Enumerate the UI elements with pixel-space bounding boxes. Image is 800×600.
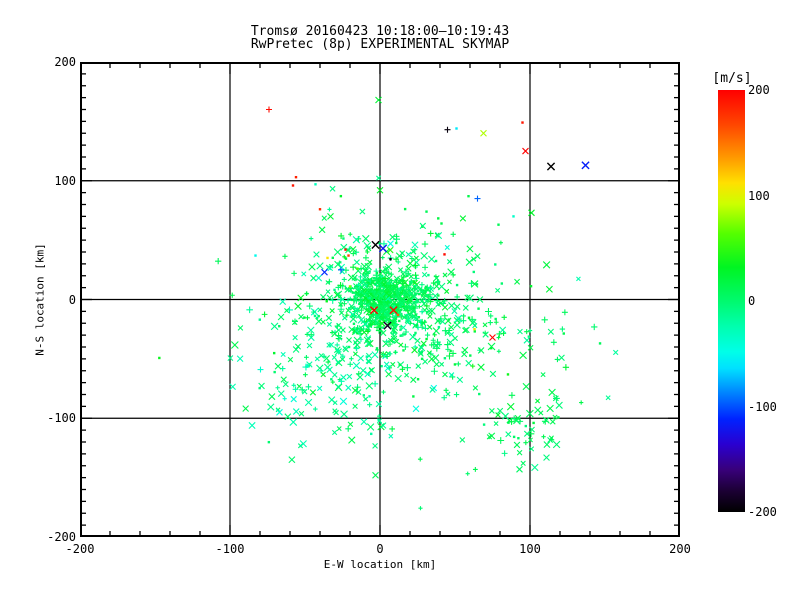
x-tick-label: -200	[65, 542, 95, 556]
x-tick-label: -100	[215, 542, 245, 556]
scatter-canvas	[80, 62, 680, 537]
y-tick-label: 100	[54, 173, 76, 188]
plot-area	[80, 62, 680, 537]
colorbar-tick-label: 100	[748, 188, 770, 203]
y-tick-label: 0	[68, 292, 76, 307]
y-axis-label: N-S location [km]	[33, 243, 47, 356]
plot-subtitle: RwPretec (8p) EXPERIMENTAL SKYMAP	[250, 37, 510, 52]
y-tick-label: 200	[54, 55, 76, 69]
colorbar-tick-label: -200	[748, 505, 777, 519]
colorbar-tick-label: 200	[748, 83, 770, 97]
colorbar-tick-label: 0	[748, 294, 756, 308]
x-axis-label: E-W location [km]	[323, 558, 437, 571]
x-tick-label: 200	[669, 542, 691, 556]
plot-title: Tromsø 20160423 10:18:00–10:19:43	[250, 24, 510, 39]
y-tick-label: -100	[47, 411, 76, 426]
colorbar	[718, 90, 745, 512]
x-tick-label: 100	[519, 542, 541, 556]
y-tick-label: -200	[47, 530, 76, 544]
colorbar-unit-label: [m/s]	[712, 71, 752, 86]
x-tick-label: 0	[376, 542, 384, 556]
colorbar-tick-label: -100	[748, 399, 777, 414]
